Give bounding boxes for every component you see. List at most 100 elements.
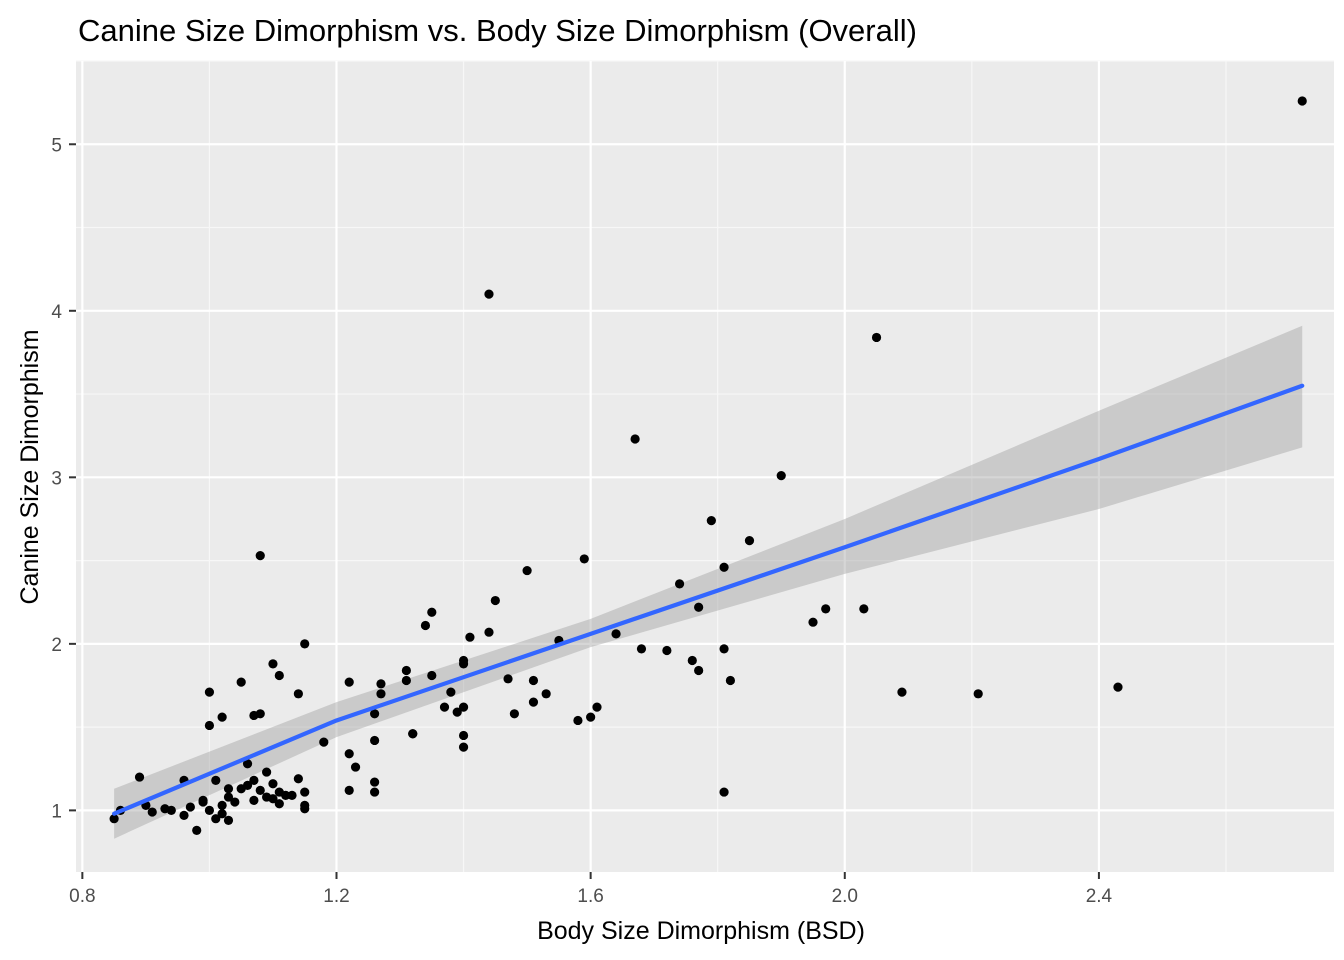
data-point: [725, 675, 736, 686]
data-point: [293, 689, 303, 699]
data-point: [687, 655, 697, 666]
grid-major: [76, 61, 1334, 872]
data-point: [370, 709, 380, 719]
data-point: [370, 735, 380, 746]
data-point: [973, 689, 983, 699]
data-point: [370, 777, 380, 787]
y-tick-label: 5: [51, 135, 62, 156]
data-point: [281, 790, 291, 800]
x-tick-label: 0.8: [69, 886, 95, 907]
data-point: [1297, 96, 1307, 106]
data-point: [274, 670, 284, 681]
data-point: [198, 797, 208, 807]
y-tick-label: 4: [51, 302, 62, 323]
data-point: [719, 787, 729, 797]
data-point: [211, 775, 221, 786]
data-point: [268, 779, 278, 789]
data-point: [255, 785, 265, 796]
data-point: [573, 715, 583, 726]
data-point: [179, 810, 189, 820]
data-point: [268, 659, 278, 669]
fit-line-layer: [112, 383, 1305, 816]
data-point: [370, 787, 380, 797]
data-point: [484, 289, 494, 299]
data-point: [776, 471, 786, 481]
data-point: [662, 645, 672, 656]
data-point: [458, 742, 469, 752]
data-point: [706, 516, 716, 526]
data-point: [166, 805, 176, 815]
data-point: [262, 767, 272, 777]
x-axis-title: Body Size Dimorphism (BSD): [537, 917, 865, 945]
data-point: [528, 697, 539, 707]
data-point: [458, 702, 469, 712]
data-point: [249, 795, 259, 805]
data-point: [376, 689, 386, 699]
data-point: [249, 775, 259, 786]
data-point: [592, 702, 602, 712]
data-point: [204, 805, 215, 815]
data-point: [427, 670, 437, 681]
data-point: [586, 712, 596, 722]
data-point: [274, 799, 284, 809]
data-point: [268, 794, 278, 804]
data-point: [522, 565, 532, 576]
data-point: [503, 674, 513, 684]
data-point: [204, 687, 215, 697]
data-point: [287, 790, 297, 800]
data-point: [376, 679, 386, 689]
x-tick-label: 2.4: [1086, 886, 1113, 907]
data-point: [344, 785, 354, 796]
data-point: [344, 677, 354, 687]
data-point: [719, 644, 729, 654]
data-point: [319, 737, 329, 747]
x-tick-label: 2.0: [832, 886, 858, 907]
data-point: [300, 639, 310, 649]
data-point: [223, 792, 234, 802]
data-point: [255, 709, 265, 719]
data-point: [293, 774, 303, 784]
data-point: [204, 720, 215, 731]
y-axis-title: Canine Size Dimorphism: [16, 329, 44, 604]
data-point: [109, 814, 119, 824]
data-point: [242, 780, 253, 791]
data-point: [744, 536, 755, 546]
data-point: [694, 602, 704, 612]
data-point: [694, 665, 704, 676]
data-point: [217, 712, 227, 722]
data-point: [185, 802, 195, 812]
plot-panel: [76, 61, 1334, 872]
data-point: [1113, 682, 1123, 692]
data-point: [230, 797, 240, 807]
data-point: [217, 800, 227, 810]
data-point: [401, 675, 411, 686]
data-point: [420, 620, 431, 631]
data-point: [223, 815, 234, 825]
grid-minor: [76, 60, 1334, 872]
data-point: [490, 595, 500, 606]
data-point: [427, 607, 437, 617]
data-point: [192, 825, 202, 835]
data-point: [458, 730, 469, 741]
data-point: [134, 772, 145, 782]
data-point: [611, 629, 621, 639]
data-point: [255, 550, 265, 561]
points-layer: [109, 96, 1307, 835]
data-point: [350, 762, 361, 772]
data-point: [541, 689, 551, 699]
data-point: [719, 562, 729, 572]
data-point: [484, 627, 494, 637]
data-point: [465, 632, 475, 642]
data-point: [452, 707, 462, 717]
data-point: [579, 554, 589, 564]
chart-title: Canine Size Dimorphism vs. Body Size Dim…: [78, 13, 917, 48]
data-point: [236, 677, 246, 687]
data-point: [458, 659, 469, 669]
data-point: [223, 784, 234, 794]
data-point: [859, 604, 869, 614]
confidence-band: [114, 325, 1303, 839]
data-point: [217, 809, 227, 819]
data-point: [439, 702, 450, 712]
y-tick-label: 3: [51, 468, 62, 489]
